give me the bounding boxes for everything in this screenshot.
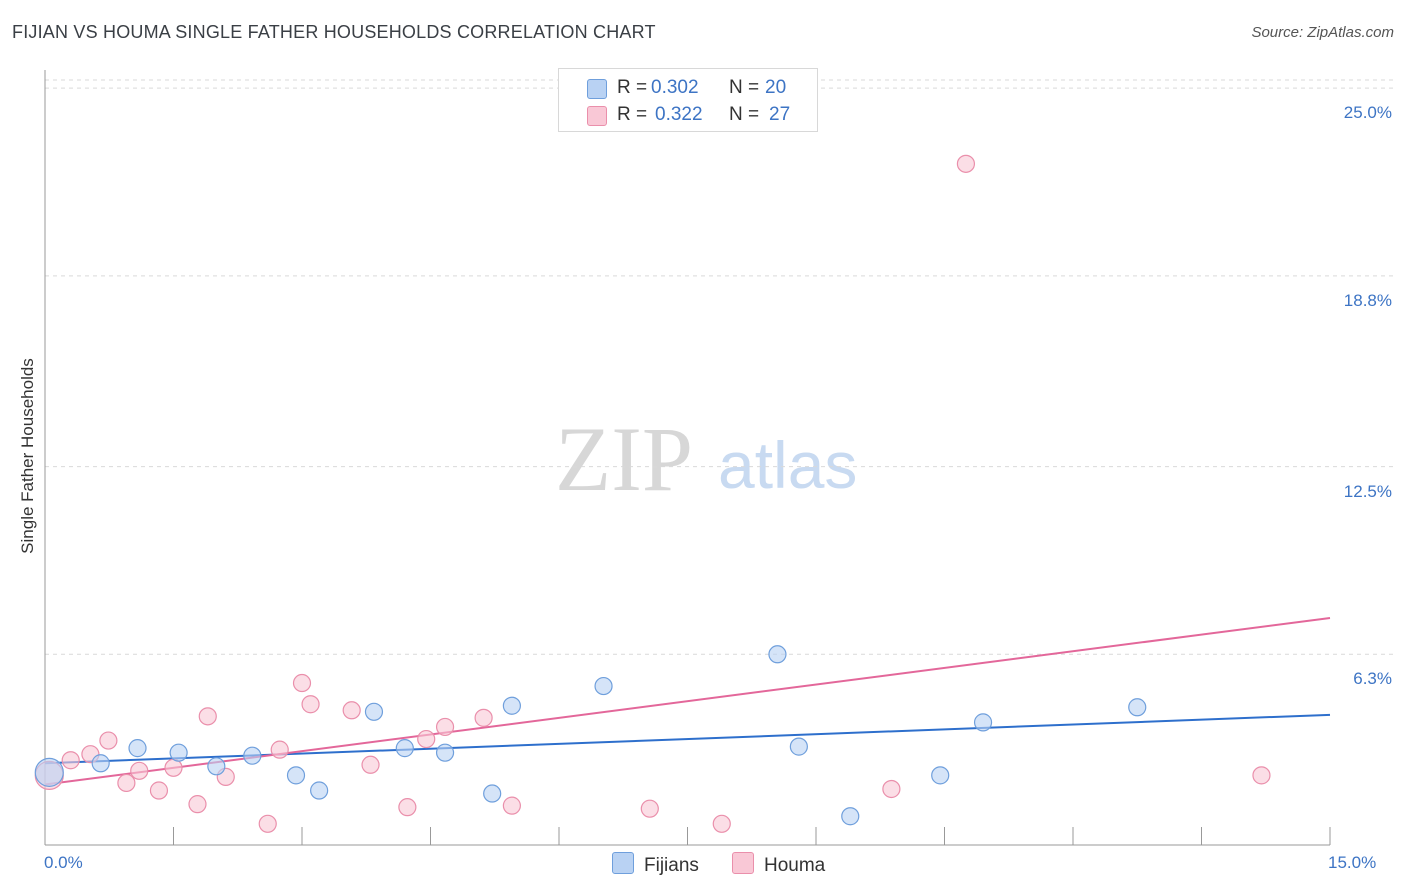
fijians-legend-label: Fijians — [644, 855, 699, 876]
point-fijians — [594, 676, 613, 696]
point-houma — [1252, 766, 1271, 785]
point-fijians — [973, 713, 993, 732]
point-houma — [61, 751, 80, 770]
legend-item-fijians[interactable]: Fijians — [612, 852, 699, 877]
watermark: ZIP atlas — [555, 408, 857, 510]
fijians-swatch — [587, 79, 607, 99]
point-houma — [956, 154, 976, 173]
y-tick-label: 6.3% — [1353, 669, 1392, 689]
watermark-zip: ZIP — [555, 408, 693, 510]
point-fijians — [310, 781, 329, 800]
data-points — [34, 154, 1271, 833]
point-houma — [398, 798, 417, 817]
point-fijians — [435, 743, 455, 762]
houma-legend-label: Houma — [764, 855, 826, 876]
point-houma — [640, 799, 659, 818]
point-fijians — [91, 754, 110, 773]
x-tick-label-max: 15.0% — [1328, 853, 1377, 872]
point-houma — [712, 814, 731, 833]
point-houma — [361, 755, 380, 774]
n-label: N = — [729, 104, 760, 125]
point-houma — [292, 673, 312, 693]
point-fijians — [502, 696, 521, 715]
point-fijians — [34, 757, 64, 787]
point-houma — [198, 707, 217, 726]
point-fijians — [364, 702, 384, 721]
point-houma — [435, 717, 455, 737]
point-fijians — [169, 743, 188, 762]
point-fijians — [1128, 698, 1147, 717]
trend-line-fijians — [44, 713, 1331, 765]
legend-item-houma[interactable]: Houma — [732, 852, 825, 877]
y-tick-label: 12.5% — [1343, 481, 1392, 501]
houma-legend-swatch — [732, 852, 754, 874]
point-fijians — [128, 739, 147, 758]
point-houma — [188, 795, 207, 814]
point-houma — [149, 781, 169, 800]
point-houma — [117, 773, 136, 793]
point-houma — [474, 708, 493, 727]
point-houma — [99, 731, 118, 750]
x-tick-label-min: 0.0% — [44, 853, 83, 872]
point-fijians — [789, 737, 808, 756]
legend-row-houma: R = 0.322 N = 27 — [559, 102, 817, 128]
r-value: 0.322 — [655, 104, 703, 125]
point-houma — [301, 695, 320, 714]
point-fijians — [931, 766, 950, 785]
point-fijians — [483, 784, 502, 803]
correlation-legend: R = 0.302 N = 20 R = 0.322 N = 27 — [558, 68, 818, 132]
axes — [44, 70, 1331, 846]
point-houma — [164, 758, 183, 777]
y-tick-label: 18.8% — [1343, 290, 1392, 310]
point-houma — [342, 701, 361, 720]
point-houma — [270, 740, 289, 759]
point-fijians — [207, 757, 226, 776]
point-fijians — [286, 766, 306, 785]
point-fijians — [243, 746, 262, 765]
point-fijians — [395, 739, 414, 758]
point-houma — [417, 729, 436, 749]
r-label: R = — [617, 77, 648, 98]
n-value: 20 — [765, 77, 787, 98]
r-label: R = — [617, 104, 648, 125]
legend-row-fijians: R = 0.302 N = 20 — [559, 75, 817, 101]
n-value: 27 — [769, 104, 791, 125]
point-houma — [502, 796, 521, 815]
r-value: 0.302 — [651, 77, 699, 98]
point-houma — [130, 761, 149, 780]
source-label: Source: ZipAtlas.com — [1251, 24, 1394, 41]
watermark-atlas: atlas — [718, 428, 857, 502]
point-houma — [258, 814, 277, 833]
point-fijians — [841, 807, 860, 826]
point-fijians — [768, 645, 787, 664]
point-houma — [882, 779, 901, 799]
grid-lines — [45, 79, 1395, 655]
chart-title: FIJIAN VS HOUMA SINGLE FATHER HOUSEHOLDS… — [12, 22, 656, 42]
y-tick-label: 25.0% — [1343, 103, 1392, 123]
houma-swatch — [587, 106, 607, 126]
fijians-legend-swatch — [612, 852, 634, 874]
n-label: N = — [729, 77, 760, 98]
